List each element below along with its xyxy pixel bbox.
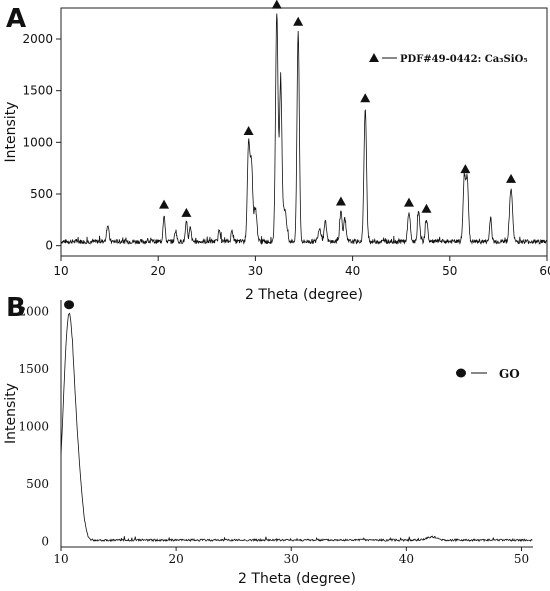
x-tick-label-b-3: 40 bbox=[399, 552, 414, 566]
y-tick-label-b-1: 500 bbox=[26, 477, 49, 491]
y-tick-label-b-0: 0 bbox=[41, 534, 49, 548]
y-tick-label-a-2: 1000 bbox=[22, 135, 53, 149]
peak-marker-triangle-6 bbox=[360, 93, 371, 103]
plot-frame-b bbox=[60, 300, 533, 548]
axis-ticks-a: 10 20 30 40 50 60 0 500 1000 1500 2000 bbox=[22, 32, 550, 278]
legend-marker-circle bbox=[456, 368, 466, 378]
chart-panel-a: A 10 20 30 40 50 60 0 500 1000 1500 2000 2 Theta (… bbox=[3, 0, 550, 303]
legend-label-b: GO bbox=[499, 367, 520, 381]
panel-letter-b: B bbox=[6, 293, 26, 323]
x-tick-label-b-2: 30 bbox=[284, 552, 299, 566]
peak-markers-a bbox=[159, 0, 517, 217]
peak-marker-triangle-10 bbox=[506, 173, 517, 183]
peak-marker-triangle-5 bbox=[335, 196, 346, 206]
y-tick-label-a-1: 500 bbox=[30, 187, 53, 201]
peak-marker-triangle-7 bbox=[403, 197, 414, 207]
peak-marker-triangle-1 bbox=[181, 207, 192, 217]
y-tick-label-a-3: 1500 bbox=[22, 84, 53, 98]
x-tick-label-b-0: 10 bbox=[53, 552, 68, 566]
x-tick-label-a-1: 20 bbox=[151, 264, 166, 278]
legend-label-a: PDF#49-0442: Ca₃SiO₅ bbox=[400, 54, 528, 65]
x-tick-label-b-1: 20 bbox=[168, 552, 183, 566]
y-tick-label-b-4: 2000 bbox=[18, 304, 49, 318]
x-tick-label-a-2: 30 bbox=[248, 264, 263, 278]
peak-marker-triangle-9 bbox=[460, 164, 471, 174]
x-axis-title-b: 2 Theta (degree) bbox=[238, 571, 356, 587]
x-tick-label-a-3: 40 bbox=[345, 264, 360, 278]
y-tick-label-a-4: 2000 bbox=[22, 32, 53, 46]
legend-a: PDF#49-0442: Ca₃SiO₅ bbox=[369, 53, 528, 65]
y-tick-label-b-2: 1000 bbox=[18, 419, 49, 433]
peak-markers-b bbox=[64, 300, 75, 310]
x-tick-label-a-4: 50 bbox=[442, 264, 457, 278]
peak-marker-circle-0 bbox=[64, 300, 75, 310]
peak-marker-triangle-8 bbox=[421, 203, 432, 213]
peak-marker-triangle-4 bbox=[293, 16, 304, 26]
peak-marker-triangle-0 bbox=[159, 199, 170, 209]
plot-frame-a bbox=[60, 7, 548, 257]
y-tick-label-a-0: 0 bbox=[45, 239, 53, 253]
legend-b: GO bbox=[456, 367, 520, 381]
legend-marker-triangle bbox=[369, 53, 379, 62]
x-tick-label-a-0: 10 bbox=[53, 264, 68, 278]
series-line-a bbox=[60, 13, 547, 246]
peak-marker-triangle-3 bbox=[271, 0, 282, 9]
y-tick-label-b-3: 1500 bbox=[18, 362, 49, 376]
panel-letter-a: A bbox=[6, 4, 26, 34]
x-tick-label-b-4: 50 bbox=[514, 552, 529, 566]
x-tick-label-a-5: 60 bbox=[539, 264, 550, 278]
peak-marker-triangle-2 bbox=[243, 126, 254, 136]
x-axis-title-a: 2 Theta (degree) bbox=[245, 287, 363, 303]
y-axis-title-a: Intensity bbox=[3, 102, 19, 163]
y-axis-title-b: Intensity bbox=[3, 383, 19, 444]
series-line-b bbox=[60, 312, 533, 543]
